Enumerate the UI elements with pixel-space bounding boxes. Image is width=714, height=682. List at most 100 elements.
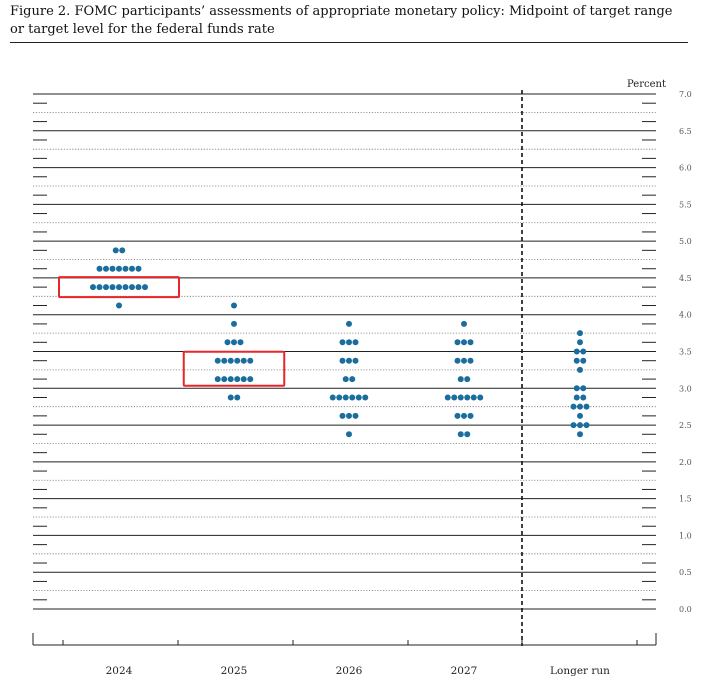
participant-dot: [580, 394, 587, 401]
participant-dot: [231, 320, 237, 327]
participant-dot: [457, 376, 464, 383]
participant-dot: [464, 376, 471, 383]
participant-dot: [346, 431, 352, 438]
y-tick-label: 0.5: [679, 568, 692, 577]
participant-dot: [467, 357, 474, 364]
participant-dot: [349, 376, 356, 383]
participant-dot: [461, 412, 467, 419]
participant-dot: [214, 357, 221, 364]
participant-dot: [214, 376, 221, 383]
participant-dot: [247, 357, 254, 364]
y-tick-label: 5.5: [679, 200, 692, 209]
participant-dot: [454, 412, 461, 419]
participant-dot: [580, 385, 587, 392]
participant-dot: [352, 357, 359, 364]
participant-dot: [112, 247, 119, 254]
participant-dot: [237, 339, 244, 346]
participant-dot: [346, 339, 352, 346]
y-axis-unit-label: Percent: [627, 79, 666, 90]
participant-dot: [339, 357, 346, 364]
participant-dot: [577, 403, 583, 410]
caption-rule: [10, 42, 688, 43]
participant-dot: [577, 339, 583, 346]
participant-dot: [461, 357, 467, 364]
participant-dot: [577, 366, 583, 373]
participant-dot: [577, 330, 583, 337]
participant-dot: [109, 265, 116, 272]
participant-dot: [129, 265, 135, 272]
participant-dot: [122, 265, 129, 272]
participant-dot: [467, 339, 474, 346]
participant-dot: [573, 385, 580, 392]
participant-dot: [96, 284, 103, 291]
dot-marks: [90, 247, 590, 438]
y-tick-label: 1.0: [679, 531, 692, 540]
y-tick-label: 0.0: [679, 605, 692, 614]
participant-dot: [122, 284, 129, 291]
participant-dot: [577, 412, 583, 419]
participant-dot: [583, 422, 590, 429]
participant-dot: [90, 284, 96, 291]
participant-dot: [96, 265, 103, 272]
participant-dot: [451, 394, 458, 401]
participant-dot: [116, 265, 122, 272]
participant-dot: [355, 394, 362, 401]
participant-dot: [221, 357, 228, 364]
participant-dot: [231, 302, 237, 309]
x-category-label: 2025: [221, 665, 248, 677]
y-tick-label: 3.0: [679, 384, 692, 393]
participant-dot: [464, 431, 471, 438]
participant-dot: [342, 376, 349, 383]
participant-dot: [135, 265, 142, 272]
participant-dot: [227, 357, 234, 364]
highlight-boxes: [58, 276, 286, 387]
participant-dot: [247, 376, 254, 383]
participant-dot: [464, 394, 471, 401]
y-tick-label: 1.5: [679, 495, 692, 504]
y-tick-label: 2.5: [679, 421, 692, 430]
figure-caption: Figure 2. FOMC participants’ assessments…: [10, 3, 700, 39]
participant-dot: [339, 412, 346, 419]
participant-dot: [580, 348, 587, 355]
participant-dot: [329, 394, 336, 401]
participant-dot: [227, 394, 234, 401]
participant-dot: [224, 339, 231, 346]
participant-dot: [352, 412, 359, 419]
participant-dot: [573, 348, 580, 355]
participant-dot: [103, 284, 109, 291]
participant-dot: [352, 339, 359, 346]
highlight-box: [58, 276, 180, 299]
participant-dot: [467, 412, 474, 419]
participant-dot: [454, 339, 461, 346]
participant-dot: [129, 284, 135, 291]
participant-dot: [573, 394, 580, 401]
participant-dot: [342, 394, 349, 401]
participant-dot: [362, 394, 369, 401]
x-category-label: 2024: [106, 665, 133, 677]
participant-dot: [234, 376, 241, 383]
y-tick-label: 4.5: [679, 274, 692, 283]
highlight-box: [182, 350, 286, 387]
participant-dot: [227, 376, 234, 383]
participant-dot: [142, 284, 148, 291]
participant-dot: [336, 394, 343, 401]
participant-dot: [461, 339, 467, 346]
participant-dot: [346, 357, 352, 364]
axes: [32, 90, 657, 646]
y-tick-labels: 7.0 6.5 6.0 5.5 5.0 4.5 4.0 3.5 3.0 2.5 2.0 1.5 1.0 0…: [679, 90, 692, 614]
participant-dot: [570, 403, 577, 410]
participant-dot: [570, 422, 577, 429]
participant-dot: [577, 431, 583, 438]
participant-dot: [461, 320, 467, 327]
participant-dot: [583, 403, 590, 410]
x-category-label: 2026: [336, 665, 363, 677]
participant-dot: [231, 339, 237, 346]
y-tick-label: 6.5: [679, 127, 692, 136]
y-tick-label: 7.0: [679, 90, 692, 99]
participant-dot: [477, 394, 484, 401]
y-tick-label: 3.5: [679, 348, 692, 357]
participant-dot: [470, 394, 477, 401]
caption-line-2: or target level for the federal funds ra…: [10, 22, 275, 37]
participant-dot: [454, 357, 461, 364]
